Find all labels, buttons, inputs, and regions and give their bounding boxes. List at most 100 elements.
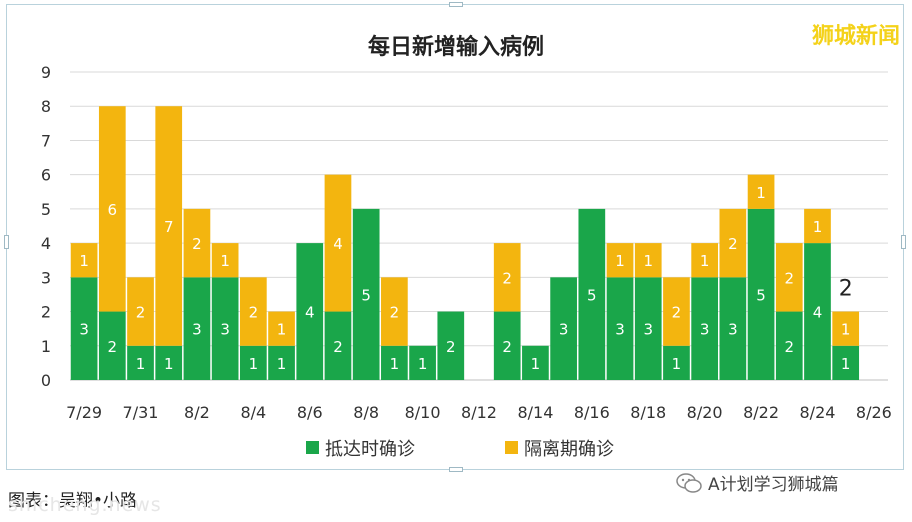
data-label: 4 (305, 304, 315, 322)
y-tick-label: 6 (41, 166, 51, 185)
data-label: 5 (361, 286, 371, 304)
y-tick-label: 0 (41, 371, 51, 390)
bar-segment (437, 311, 465, 380)
data-label: 3 (79, 321, 89, 339)
x-tick-label: 8/26 (856, 403, 892, 422)
bar-segment (691, 277, 719, 380)
data-label: 1 (249, 355, 259, 373)
data-label: 1 (531, 355, 541, 373)
resize-handle-left[interactable] (4, 235, 9, 249)
x-tick-label: 8/18 (630, 403, 666, 422)
x-tick-label: 7/31 (123, 403, 159, 422)
bar-segment (522, 345, 549, 380)
bar-segment (239, 277, 267, 346)
x-tick-label: 8/16 (574, 403, 610, 422)
source-credit: A计划学习狮城篇 (676, 470, 839, 495)
data-label: 2 (446, 338, 456, 356)
legend-swatch-arrival (306, 441, 319, 454)
data-label: 1 (136, 355, 146, 373)
data-label: 2 (192, 235, 202, 253)
bar-segment (155, 106, 183, 346)
y-tick-label: 7 (41, 131, 51, 150)
data-label: 2 (390, 304, 400, 322)
source-credit-text: A计划学习狮城篇 (708, 475, 839, 495)
bar-segment (211, 243, 239, 278)
bar-segment (352, 208, 380, 380)
data-label: 3 (700, 321, 710, 339)
data-label: 1 (813, 218, 823, 236)
bar-segment (239, 345, 267, 380)
y-tick-label: 3 (41, 268, 51, 287)
legend: 抵达时确诊 隔离期确诊 (306, 439, 614, 460)
bar-segment (493, 243, 521, 312)
data-label: 2 (785, 269, 795, 287)
bar-segment (634, 243, 662, 278)
data-label: 4 (333, 235, 343, 253)
x-tick-label: 8/24 (800, 403, 836, 422)
bar-segment (70, 243, 98, 278)
data-label: 1 (672, 355, 682, 373)
resize-handle-right[interactable] (901, 235, 906, 249)
bar-segment (98, 106, 126, 312)
bar-segment (663, 277, 690, 346)
x-tick-label: 7/29 (66, 403, 102, 422)
bar-segment (381, 277, 408, 346)
data-label: 2 (672, 304, 682, 322)
bar-segment (409, 345, 436, 380)
chart-caption: 图表：吴翔•小路 (8, 491, 138, 511)
data-label: 6 (108, 201, 118, 219)
x-tick-label: 8/12 (461, 403, 497, 422)
resize-handle-bottom[interactable] (449, 467, 463, 472)
data-label: 1 (643, 252, 653, 270)
x-tick-label: 8/2 (184, 403, 210, 422)
x-tick-label: 8/8 (353, 403, 379, 422)
bar-segment (493, 311, 521, 380)
bar-segment (719, 277, 747, 380)
data-label: 2 (249, 304, 259, 322)
y-tick-label: 8 (41, 97, 51, 116)
data-label: 1 (220, 252, 230, 270)
bar-segment (606, 277, 634, 380)
bar-segment (804, 243, 831, 380)
data-label: 3 (192, 321, 202, 339)
bar-segment (747, 208, 775, 380)
wechat-icon (676, 472, 702, 493)
bar-segment (578, 208, 606, 380)
bar-segment (268, 311, 295, 346)
y-tick-label: 9 (41, 63, 51, 82)
data-label: 3 (643, 321, 653, 339)
chart-title: 每日新增输入病例 (368, 34, 544, 60)
data-label: 3 (220, 321, 230, 339)
data-label: 1 (700, 252, 710, 270)
bar-segment (775, 243, 803, 312)
bar-segment (155, 345, 183, 380)
bar-segment (804, 208, 831, 244)
data-label: 2 (333, 338, 343, 356)
watermark-logo: 狮城新闻 (811, 24, 900, 49)
x-tick-label: 8/20 (687, 403, 723, 422)
bar-segment (324, 311, 352, 380)
x-tick-label: 8/4 (240, 403, 266, 422)
bar-segment (775, 311, 803, 380)
data-label: 4 (813, 304, 823, 322)
data-label: 2 (502, 269, 512, 287)
bar-segment (98, 311, 126, 380)
bar-segment (381, 345, 408, 380)
resize-handle-top[interactable] (449, 2, 463, 7)
data-label: 1 (277, 355, 287, 373)
bar-segment (550, 277, 577, 380)
y-axis: 0 1 2 3 4 5 6 7 8 9 (41, 63, 51, 390)
legend-label-arrival: 抵达时确诊 (325, 439, 415, 460)
bar-segment (691, 243, 719, 278)
data-label: 1 (841, 355, 851, 373)
data-label: 7 (164, 218, 174, 236)
bar-segment (747, 174, 775, 209)
bar-segment (127, 345, 154, 380)
data-label: 1 (390, 355, 400, 373)
data-label: 1 (841, 321, 851, 339)
bar-segment (719, 208, 747, 278)
bar-segment (70, 277, 98, 380)
x-tick-label: 8/10 (405, 403, 441, 422)
